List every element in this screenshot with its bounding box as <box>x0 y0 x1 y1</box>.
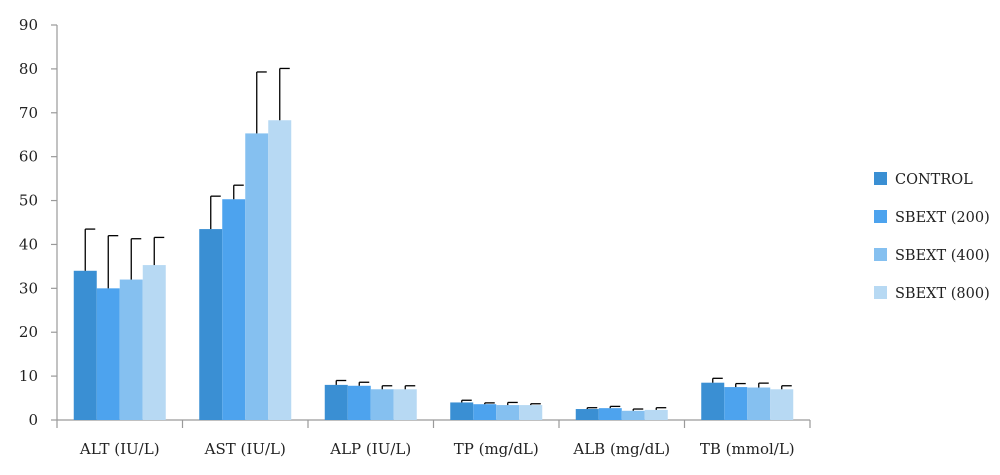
bar <box>393 389 417 420</box>
legend-label: SBEXT (400) <box>895 248 990 264</box>
bar <box>268 120 292 420</box>
legend-swatch <box>874 210 887 223</box>
y-tick-label: 60 <box>19 148 38 166</box>
bar <box>347 385 371 420</box>
x-category-label: TP (mg/dL) <box>454 440 539 458</box>
bar <box>770 389 794 420</box>
y-tick-label: 40 <box>19 235 38 253</box>
bar <box>222 199 246 420</box>
bar <box>621 410 645 420</box>
bar <box>199 229 223 420</box>
y-tick-label: 70 <box>19 104 38 122</box>
legend-swatch <box>874 172 887 185</box>
bar <box>450 402 474 420</box>
x-axis: ALT (IU/L) AST (IU/L) ALP (IU/L) TP (mg/dL)… <box>56 419 811 458</box>
bar <box>747 387 771 420</box>
bar <box>598 408 622 420</box>
x-category-label: ALB (mg/dL) <box>572 440 670 458</box>
legend-swatch <box>874 286 887 299</box>
bar <box>644 409 668 420</box>
legend-label: CONTROL <box>895 172 973 188</box>
x-category-label: AST (IU/L) <box>204 440 286 458</box>
error-bars <box>84 67 792 411</box>
bar <box>575 409 599 420</box>
y-tick-label: 10 <box>19 367 38 385</box>
bar <box>724 387 748 420</box>
y-tick-label: 90 <box>19 16 38 34</box>
bar <box>701 382 725 420</box>
bar <box>96 288 120 420</box>
legend-label: SBEXT (200) <box>895 210 990 226</box>
y-tick-label: 0 <box>28 411 38 429</box>
y-tick-label: 30 <box>19 279 38 297</box>
bar <box>142 265 166 420</box>
bar <box>119 279 143 420</box>
bar <box>73 270 97 420</box>
legend-swatch <box>874 248 887 261</box>
legend: CONTROL SBEXT (200) SBEXT (400) SBEXT (800) <box>874 172 990 302</box>
y-tick-label: 20 <box>19 323 38 341</box>
x-category-label: TB (mmol/L) <box>700 440 795 458</box>
y-tick-label: 80 <box>19 60 38 78</box>
bar <box>324 384 348 420</box>
y-axis: 0 10 20 30 40 50 60 70 80 90 <box>19 16 58 429</box>
x-category-label: ALT (IU/L) <box>79 440 160 458</box>
y-tick-label: 50 <box>19 192 38 210</box>
bar <box>473 404 497 420</box>
bar <box>370 389 394 420</box>
bars <box>73 120 794 420</box>
legend-label: SBEXT (800) <box>895 286 990 302</box>
x-category-label: ALP (IU/L) <box>329 440 411 458</box>
bar <box>245 133 269 420</box>
bar <box>496 405 520 420</box>
bar <box>519 405 543 420</box>
